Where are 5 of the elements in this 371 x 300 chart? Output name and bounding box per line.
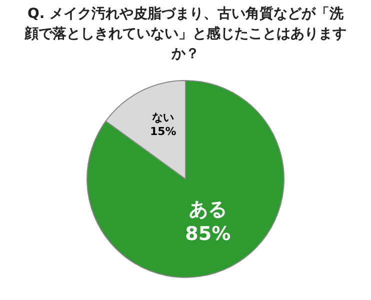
slice-label: ある [188,198,227,220]
data-label: 15% [150,125,176,138]
data-label: 85% [185,223,231,246]
slice-label: ない [152,110,174,124]
chart-title: Q. メイク汚れや皮脂づまり、古い角質などが「洗顔で落としきれていない」と感じたことはありますか？ [23,5,348,64]
